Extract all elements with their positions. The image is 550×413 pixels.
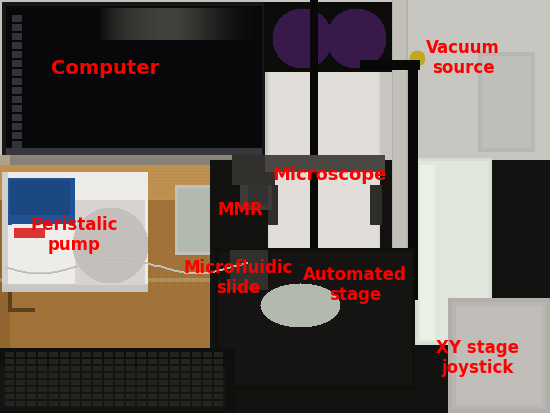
Text: Computer: Computer <box>51 59 159 78</box>
Text: Automated
stage: Automated stage <box>303 266 407 304</box>
Text: XY stage
joystick: XY stage joystick <box>437 339 520 377</box>
Text: Microscope: Microscope <box>273 166 387 184</box>
Text: Peristalic
pump: Peristalic pump <box>30 216 118 254</box>
Text: MMR: MMR <box>217 201 263 219</box>
Text: Vacuum
source: Vacuum source <box>426 38 500 77</box>
Text: Microfluidic
slide: Microfluidic slide <box>183 259 293 297</box>
